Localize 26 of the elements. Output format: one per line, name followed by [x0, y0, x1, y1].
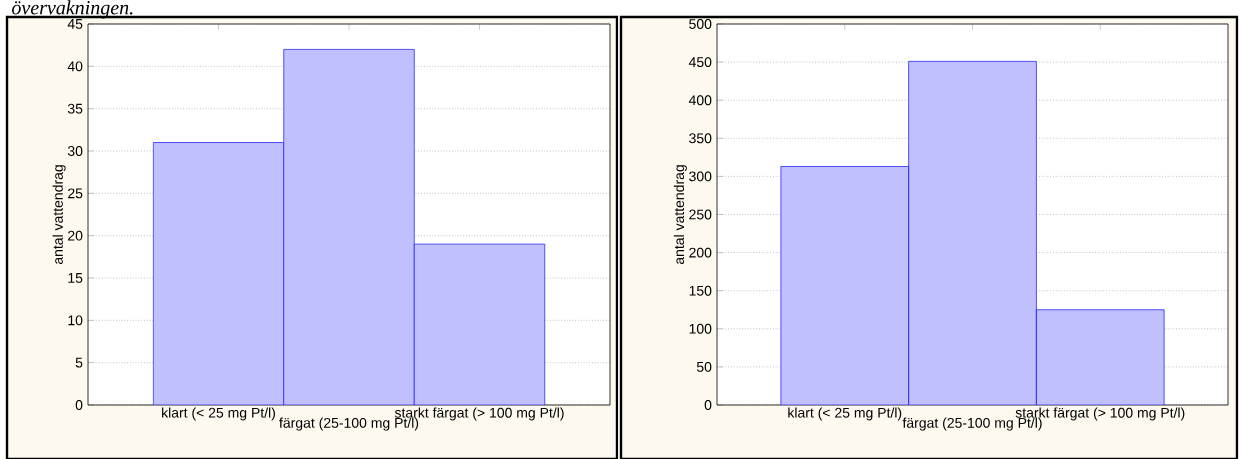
- y-tick-label: 100: [689, 323, 712, 334]
- y-tick-label: 300: [689, 171, 712, 182]
- text: övervakningen.: [12, 0, 133, 19]
- y-tick-label: 10: [68, 315, 83, 326]
- y-tick-label: 0: [75, 400, 83, 410]
- y-tick-label: 35: [67, 103, 83, 114]
- y-tick-label: 0: [704, 400, 712, 410]
- y-tick-label: 150: [689, 285, 712, 296]
- x-tick-label: klart (< 25 mg Pt/l): [162, 407, 275, 421]
- y-axis-title: antal vattendrag: [52, 165, 66, 265]
- y-tick-label: 40: [67, 61, 83, 72]
- y-tick-label: 350: [689, 133, 712, 144]
- y-tick-label: 20: [68, 230, 83, 241]
- y-tick-label: 200: [689, 247, 712, 258]
- y-tick-label: 400: [688, 95, 712, 106]
- y-tick-label: 45: [67, 19, 83, 29]
- y-tick-label: 450: [688, 57, 712, 68]
- x-tick-label: klart (< 25 mg Pt/l): [788, 407, 902, 421]
- y-tick-label: 50: [696, 361, 712, 372]
- y-tick-label: 25: [68, 188, 83, 199]
- y-tick-label: 250: [689, 209, 712, 220]
- y-tick-label: 500: [689, 19, 712, 29]
- y-tick-label: 15: [68, 273, 83, 283]
- y-tick-label: 5: [75, 357, 83, 368]
- y-axis-title: antal vattendrag: [673, 165, 687, 265]
- y-tick-label: 30: [67, 146, 83, 156]
